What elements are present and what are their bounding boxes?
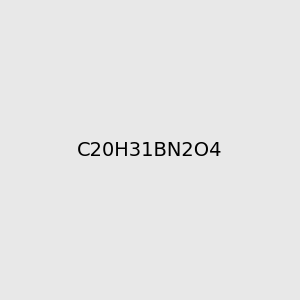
Text: C20H31BN2O4: C20H31BN2O4 — [77, 140, 223, 160]
